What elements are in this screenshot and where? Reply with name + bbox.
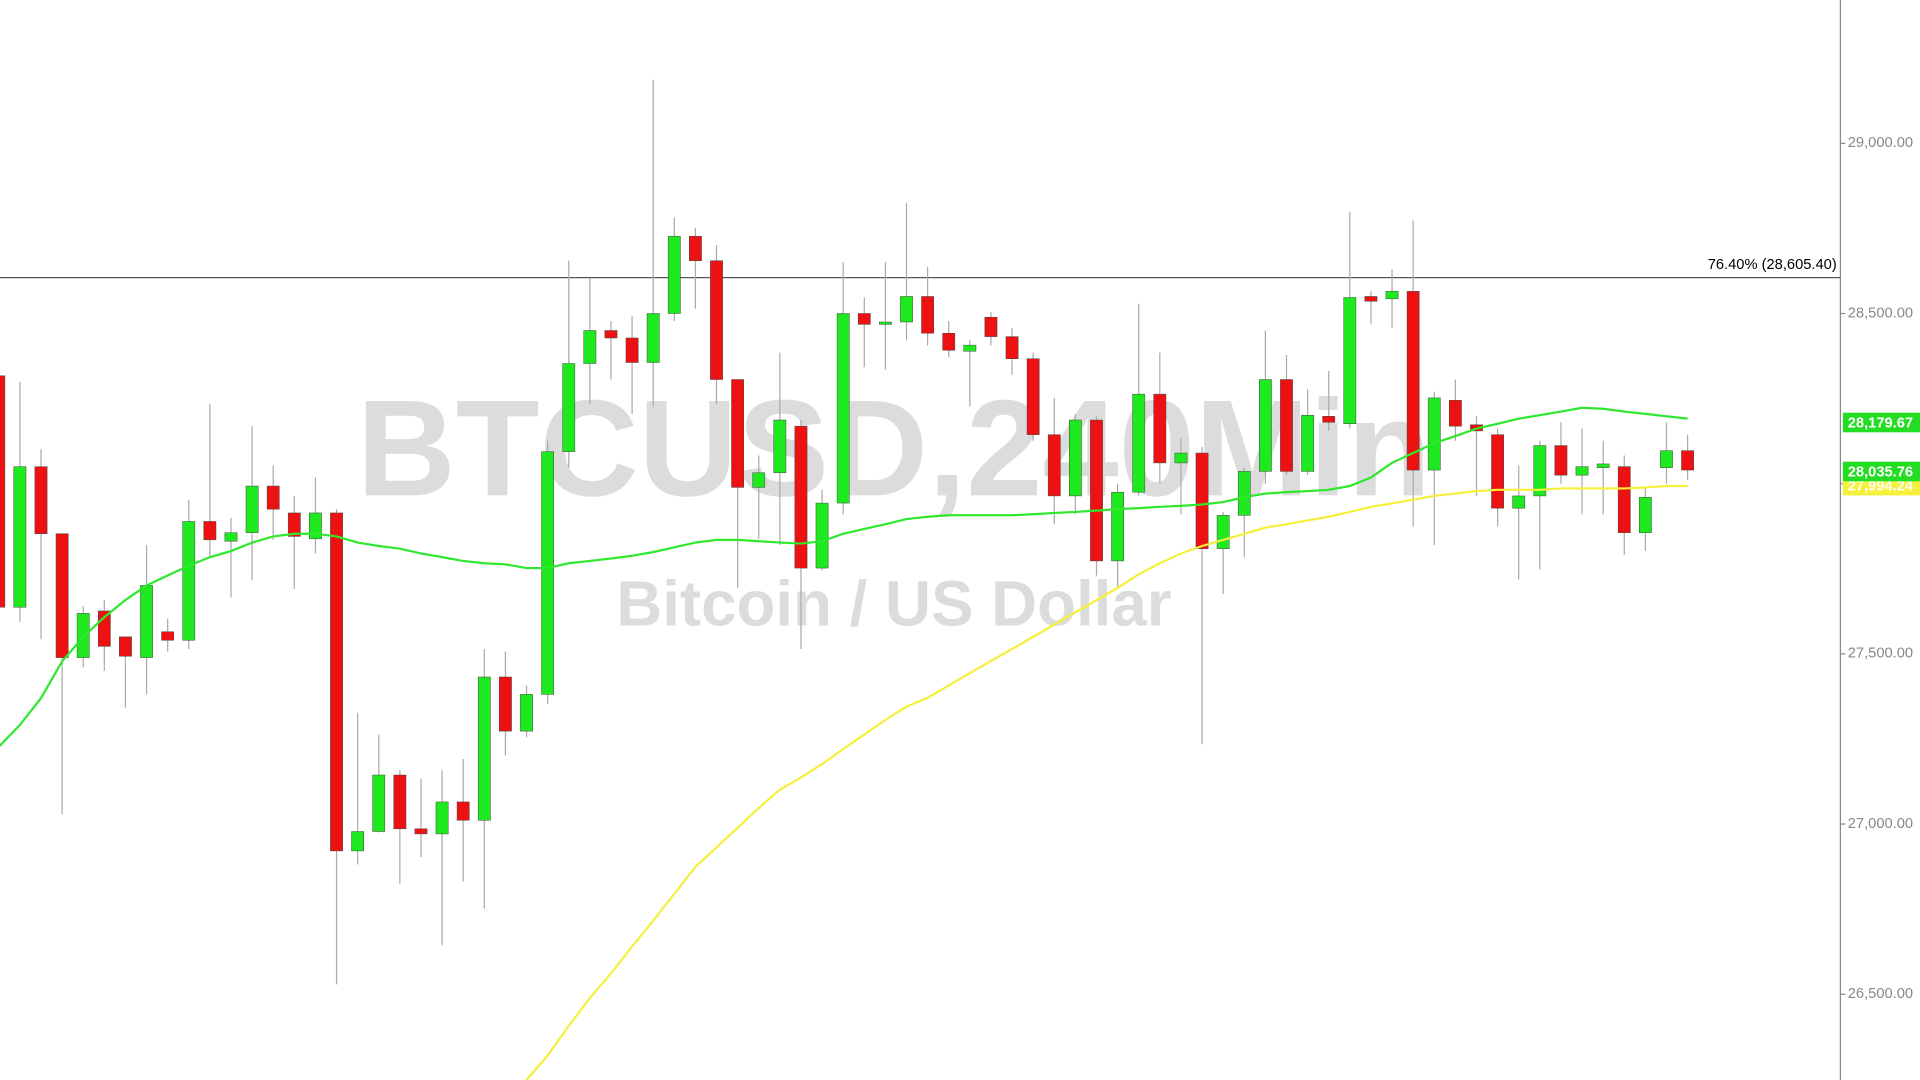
candle-body [541,451,555,695]
candle-body [857,313,871,325]
candle-body [140,585,153,658]
candle-body [1427,397,1441,471]
candle-body [1132,393,1146,493]
y-tick-label: 29,000.00 [1848,135,1913,151]
candle-body [1216,515,1230,549]
candle-body [266,485,280,510]
candle-body [1259,379,1272,472]
candle-body [836,313,850,504]
price-label-box [1842,461,1920,482]
candle-body [1406,291,1420,471]
candle-body [646,313,660,363]
candle-body [55,533,69,658]
candle-body [372,774,386,832]
candle-body [689,235,702,261]
candle-body [1491,434,1504,509]
price-label: 27,994.24 [1848,479,1914,495]
candle-body [414,828,428,835]
candle-body [731,379,745,488]
candle-body [330,512,343,852]
candle-body [119,636,132,657]
candle-body [583,330,597,364]
candle-body [245,485,259,533]
candle-body [984,316,998,337]
candle-body [752,472,766,488]
candle-body [1449,400,1462,427]
candle-body [161,631,175,641]
candle-body [815,502,829,569]
candle-body [942,332,956,351]
candle-body [710,260,723,380]
candle-body [1111,491,1124,562]
watermark-subtitle: Bitcoin / US Dollar [616,568,1171,639]
candle-body [773,419,787,474]
candle-body [1047,434,1061,497]
candle-body [287,512,301,537]
candle-body [1660,450,1673,468]
candle-body [1596,463,1610,468]
candle-body [1301,415,1314,472]
candle-body [1069,419,1082,497]
candle-body [1174,452,1188,464]
candle-body [667,235,681,314]
candle-body [477,676,491,821]
price-label: 28,035.76 [1848,465,1913,481]
candle-body [34,466,48,534]
candle-body [1195,452,1209,549]
candle-body [625,337,639,363]
candle-body [393,774,407,830]
candle-body [604,330,618,339]
candle-body [0,375,6,608]
candle-body [435,801,449,835]
candle-body [1681,450,1694,471]
candle-body [1512,495,1526,509]
candle-body [879,321,892,325]
moving-average [0,406,1688,748]
candle-body [1554,445,1568,476]
candle-body [900,296,913,323]
fib-label: 76.40% (28,605.40) [1708,257,1837,273]
candle-body [1005,336,1019,359]
candle-body [13,466,27,608]
moving-average [525,484,1688,1080]
candle-body [309,512,322,540]
candle-body [456,801,470,821]
candle-body [1533,445,1547,497]
y-tick-label: 26,500.00 [1848,986,1913,1002]
candle-body [520,694,533,732]
candle-body [1280,379,1293,472]
y-tick-label: 28,500.00 [1848,305,1913,321]
candle-body [499,676,512,732]
candle-body [1237,471,1251,516]
candle-body [1617,466,1631,533]
candle-body [794,425,808,569]
candle-body [1322,416,1336,423]
candle-body [1343,297,1357,425]
candle-body [351,831,365,852]
y-tick-label: 27,000.00 [1848,816,1913,832]
candle-body [1385,291,1399,300]
candle-body [562,363,576,452]
candle-body [224,532,238,542]
candle-body [963,344,977,352]
candle-body [1639,497,1652,533]
candle-body [1364,296,1378,302]
candle-body [921,296,934,334]
candle-body [1090,419,1103,562]
watermark-title: BTCUSD,240Min [357,372,1431,525]
price-label: 28,179.67 [1848,416,1913,432]
candle-body [182,521,196,641]
candle-body [1575,466,1589,476]
candle-body [1153,393,1167,464]
y-tick-label: 27,500.00 [1848,646,1913,662]
candle-body [1026,358,1040,435]
candle-body [203,521,217,541]
price-label-box [1842,412,1920,433]
